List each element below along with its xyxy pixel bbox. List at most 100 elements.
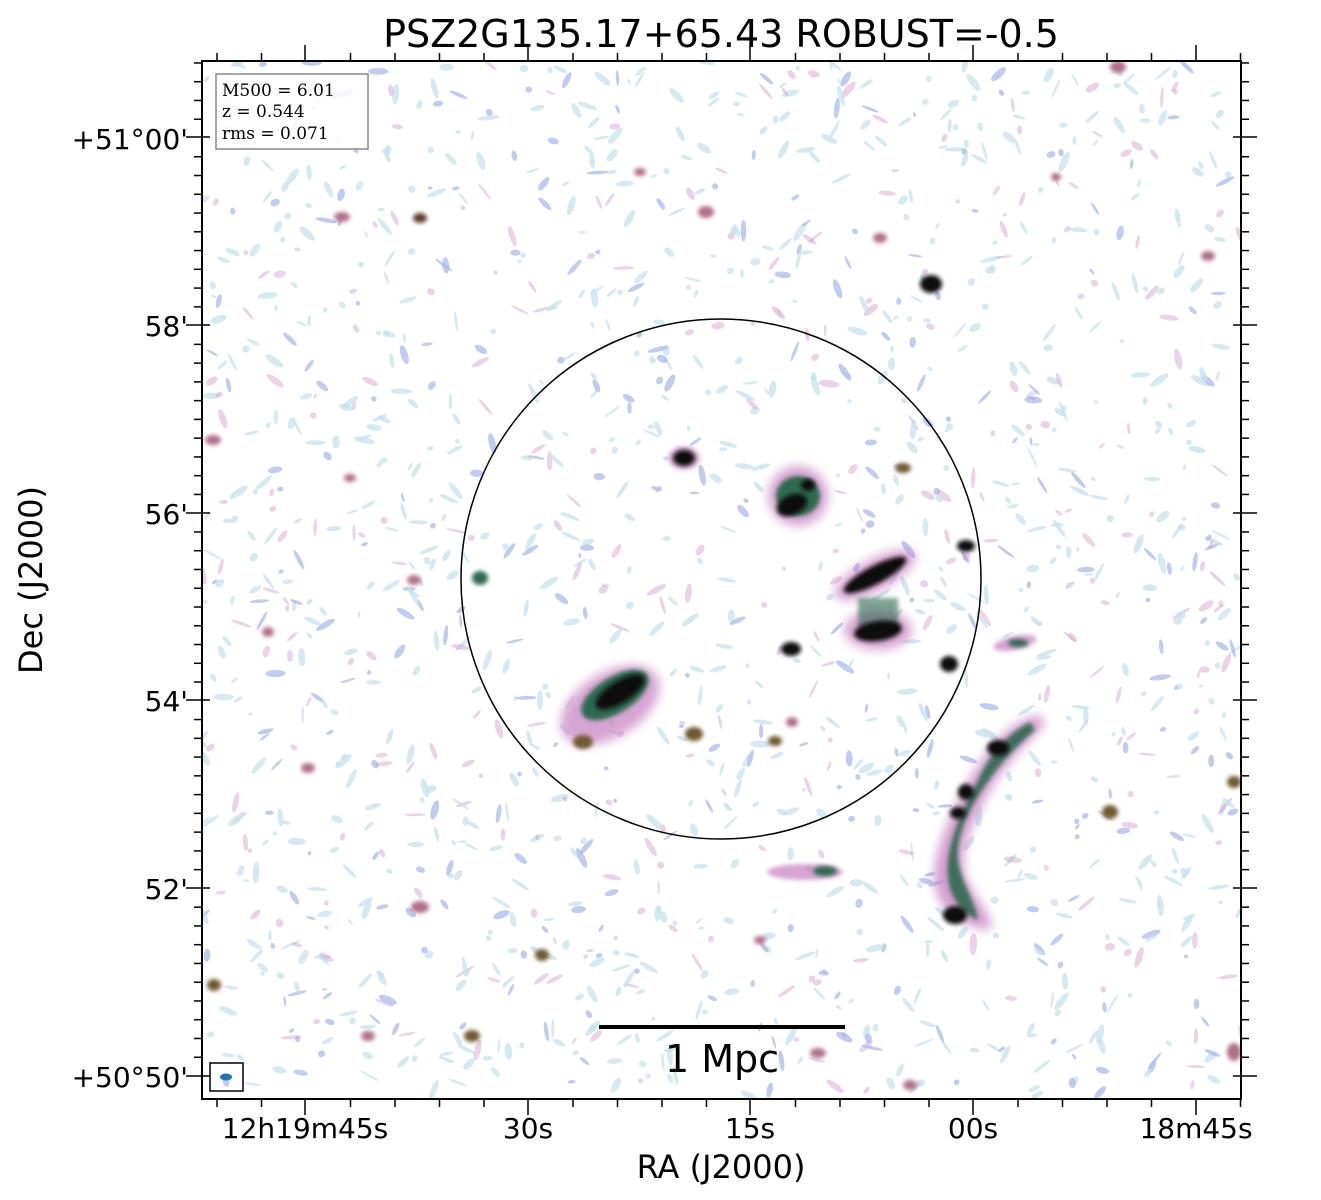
noise-speckle [1091,279,1098,287]
noise-speckle [847,326,868,336]
noise-speckle [1000,1045,1011,1064]
noise-speckle [535,834,540,841]
noise-speckle [830,576,843,585]
noise-speckle [1104,943,1115,951]
noise-speckle [776,808,788,816]
noise-speckle [293,420,302,436]
noise-speckle [955,199,961,204]
noise-speckle [772,908,778,914]
noise-speckle [862,881,879,894]
noise-speckle [274,305,278,312]
noise-speckle [508,226,517,246]
noise-speckle [690,823,698,837]
noise-speckle [1138,104,1145,114]
noise-speckle [366,581,375,590]
noise-speckle [1021,255,1033,266]
noise-speckle [218,558,224,575]
noise-speckle [362,376,378,387]
noise-speckle [594,801,599,818]
noise-speckle [380,517,388,525]
noise-speckle [550,793,569,803]
noise-speckle [1065,508,1072,513]
noise-speckle [792,222,807,242]
noise-speckle [250,909,261,920]
noise-speckle [940,108,952,121]
noise-speckle [249,585,262,594]
noise-speckle [723,815,738,830]
noise-speckle [321,987,328,991]
noise-speckle [1124,494,1130,505]
noise-speckle [1003,878,1026,883]
noise-speckle [1023,872,1038,880]
noise-speckle [896,688,918,695]
noise-speckle [1168,427,1174,436]
noise-speckle [233,696,243,703]
noise-speckle [684,583,692,603]
noise-speckle [222,635,232,647]
noise-speckle [590,372,597,380]
noise-speckle [366,424,382,431]
noise-speckle [898,849,915,856]
noise-speckle [215,294,222,309]
noise-speckle [761,245,775,251]
noise-speckle [649,621,665,637]
noise-speckle [1219,726,1227,741]
noise-speckle [519,1042,525,1049]
noise-speckle [266,374,284,388]
noise-speckle [1055,373,1063,388]
noise-speckle [478,398,493,415]
noise-speckle [826,1079,844,1093]
noise-speckle [440,899,449,910]
noise-speckle [613,935,618,941]
noise-speckle [947,119,952,133]
noise-speckle [1201,814,1214,834]
noise-speckle [818,849,825,859]
noise-speckle [999,220,1008,238]
noise-speckle [382,579,400,592]
noise-speckle [1208,540,1214,550]
noise-speckle [407,462,413,472]
noise-speckle [526,455,545,460]
noise-speckle [267,930,272,941]
noise-speckle [747,749,754,768]
noise-speckle [456,800,472,808]
noise-speckle [1072,136,1077,145]
noise-speckle [1144,476,1160,482]
noise-speckle [896,1063,904,1077]
noise-speckle [1002,631,1014,638]
noise-speckle [1009,380,1019,393]
noise-speckle [898,117,911,126]
noise-speckle [654,905,662,921]
noise-speckle [1070,485,1090,496]
noise-speckle [835,1005,842,1010]
noise-speckle [820,725,826,732]
noise-speckle [284,212,291,220]
noise-speckle [257,962,269,973]
noise-speckle [890,169,900,173]
noise-speckle [587,117,600,129]
noise-speckle [605,318,611,332]
noise-speckle [1186,439,1192,445]
noise-speckle [711,183,719,190]
noise-speckle [366,651,377,661]
noise-speckle [407,586,420,606]
noise-speckle [258,270,270,279]
noise-speckle [562,431,569,437]
noise-speckle [896,715,905,728]
noise-speckle [944,429,950,433]
noise-speckle [633,968,640,974]
noise-speckle [1119,339,1125,344]
noise-speckle [356,434,372,441]
noise-speckle [627,402,632,414]
noise-speckle [262,645,270,658]
noise-speckle [1054,1009,1061,1017]
noise-speckle [1089,268,1095,275]
noise-speckle [723,917,735,925]
noise-speckle [992,185,1001,196]
noise-speckle [1186,1065,1206,1069]
noise-speckle [307,887,328,892]
noise-speckle [1089,666,1104,678]
noise-speckle [726,267,734,274]
noise-speckle [982,999,990,1012]
plot-frame [201,60,1242,1100]
